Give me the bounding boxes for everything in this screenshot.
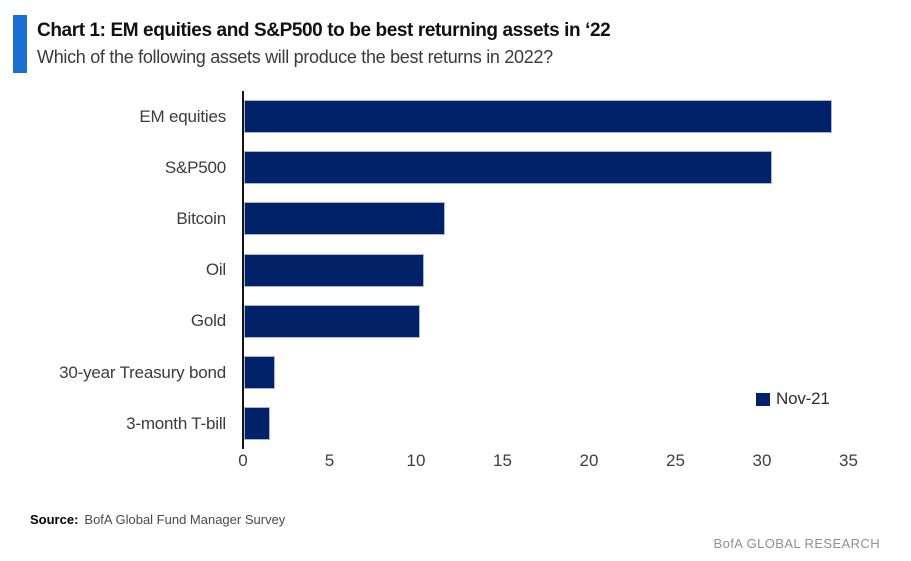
category-label-s-p500: S&P500	[164, 157, 226, 177]
category-row: Gold	[0, 296, 911, 347]
brand-text: BofA GLOBAL RESEARCH	[713, 536, 880, 551]
source-text: BofA Global Fund Manager Survey	[84, 512, 286, 527]
legend-swatch-icon	[756, 392, 770, 406]
x-tick-label-30: 30	[752, 451, 772, 470]
category-row: Bitcoin	[0, 193, 911, 244]
category-label-bitcoin: Bitcoin	[176, 208, 226, 228]
chart-subtitle: Which of the following assets will produ…	[37, 47, 553, 67]
source-line: Source: BofA Global Fund Manager Survey	[30, 512, 285, 527]
bar-em-equities	[244, 100, 832, 133]
bar-3-month-t-bill	[244, 407, 270, 441]
bar-bitcoin	[244, 202, 445, 236]
x-tick-label-15: 15	[493, 451, 512, 470]
x-tick-label-35: 35	[839, 451, 858, 470]
category-label-30-year-treasury-bond: 30-year Treasury bond	[59, 362, 226, 382]
plot-area: EM equities S&P500 Bitcoin Oil Gold 30-year T…	[0, 91, 911, 449]
category-row: EM equities	[0, 91, 911, 142]
category-label-em-equities: EM equities	[139, 106, 226, 126]
x-tick-label-5: 5	[324, 451, 335, 470]
x-tick-label-20: 20	[579, 451, 599, 470]
bar-oil	[244, 253, 424, 287]
category-label-oil: Oil	[205, 260, 226, 280]
x-axis: 0 5 10 15 20 25 30 35	[0, 451, 911, 475]
legend: Nov-21	[756, 389, 830, 408]
category-row: Oil	[0, 245, 911, 296]
category-label-3-month-t-bill: 3-month T-bill	[126, 413, 226, 433]
category-row: 30-year Treasury bond	[0, 347, 911, 398]
source-label: Source:	[30, 512, 79, 527]
bar-gold	[244, 304, 420, 338]
x-tick-label-25: 25	[666, 451, 685, 470]
category-row: 3-month T-bill	[0, 398, 911, 449]
chart-title: Chart 1: EM equities and S&P500 to be be…	[37, 20, 611, 41]
title-accent-bar	[13, 15, 27, 73]
category-axis-line	[242, 91, 244, 449]
chart-header: Chart 1: EM equities and S&P500 to be be…	[37, 18, 897, 69]
category-row: S&P500	[0, 142, 911, 193]
x-tick-label-10: 10	[406, 451, 426, 470]
category-label-gold: Gold	[190, 311, 226, 331]
bar-s-p500	[244, 151, 772, 185]
x-tick-label-0: 0	[238, 451, 248, 470]
legend-label: Nov-21	[776, 389, 830, 408]
bar-30-year-treasury-bond	[244, 356, 275, 389]
